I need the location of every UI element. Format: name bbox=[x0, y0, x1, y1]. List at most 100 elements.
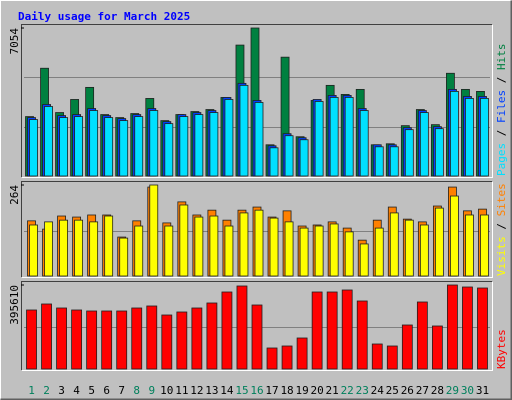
x-tick-label: 29 bbox=[446, 384, 459, 397]
chart-title: Daily usage for March 2025 bbox=[18, 10, 190, 23]
x-tick-label: 24 bbox=[371, 384, 385, 397]
bar bbox=[146, 305, 158, 370]
x-tick-label: 3 bbox=[58, 384, 65, 397]
bar bbox=[251, 304, 263, 370]
bar bbox=[224, 225, 234, 277]
x-tick-label: 27 bbox=[416, 384, 429, 397]
bar bbox=[26, 309, 37, 370]
bar bbox=[356, 300, 368, 370]
legend-entry: Pages bbox=[495, 143, 508, 176]
bar bbox=[89, 221, 99, 277]
bar bbox=[404, 129, 414, 177]
x-tick-label: 5 bbox=[88, 384, 95, 397]
bar bbox=[465, 98, 474, 177]
x-tick-label: 6 bbox=[103, 384, 110, 397]
bar bbox=[465, 214, 474, 277]
bar bbox=[374, 146, 384, 177]
bar bbox=[447, 284, 458, 370]
bar bbox=[104, 117, 114, 177]
bar bbox=[179, 116, 189, 177]
bar bbox=[239, 84, 249, 177]
bar bbox=[296, 337, 308, 370]
bar bbox=[401, 324, 413, 370]
bar bbox=[359, 110, 369, 177]
x-tick-label: 9 bbox=[148, 384, 155, 397]
legend: Visits / Sites bbox=[495, 183, 508, 276]
plot-frame-dark bbox=[21, 181, 493, 278]
legend-separator: / bbox=[495, 216, 508, 236]
bar bbox=[236, 285, 248, 370]
bar bbox=[311, 291, 323, 370]
bar bbox=[434, 207, 444, 277]
bar bbox=[74, 219, 84, 277]
bar bbox=[131, 307, 143, 370]
x-tick-label: 2 bbox=[43, 384, 50, 397]
bar bbox=[59, 219, 68, 277]
x-tick-label: 1 bbox=[28, 384, 35, 397]
bar bbox=[164, 123, 174, 177]
bar bbox=[119, 120, 129, 177]
bar bbox=[41, 303, 52, 370]
x-tick-label: 13 bbox=[205, 384, 218, 397]
bar bbox=[374, 227, 384, 277]
bar bbox=[89, 110, 99, 177]
bar bbox=[359, 243, 369, 277]
x-tick-label: 18 bbox=[280, 384, 293, 397]
bar bbox=[176, 311, 188, 370]
plot-frame-light bbox=[21, 24, 493, 178]
x-tick-label: 26 bbox=[401, 384, 414, 397]
bar bbox=[344, 231, 354, 277]
bar bbox=[419, 112, 429, 177]
legend-entry: Files bbox=[495, 90, 508, 123]
bar bbox=[371, 343, 383, 370]
bar bbox=[450, 195, 459, 277]
bar bbox=[194, 216, 204, 277]
bar bbox=[29, 224, 38, 277]
x-tick-label: 4 bbox=[73, 384, 80, 397]
bar bbox=[104, 215, 114, 277]
bar bbox=[329, 97, 339, 177]
x-tick-label: 20 bbox=[311, 384, 324, 397]
bar bbox=[269, 217, 279, 277]
bar bbox=[224, 99, 234, 177]
y-tick-label: 395610 bbox=[8, 285, 21, 325]
bar bbox=[101, 310, 113, 370]
bar bbox=[284, 221, 294, 277]
bar bbox=[191, 307, 203, 370]
x-tick-label: 25 bbox=[386, 384, 399, 397]
bar bbox=[419, 224, 429, 277]
bar bbox=[266, 347, 278, 370]
x-tick-label: 31 bbox=[476, 384, 489, 397]
bar bbox=[149, 184, 159, 277]
bar bbox=[431, 325, 443, 370]
bar bbox=[269, 147, 279, 177]
legend-entry: Sites bbox=[495, 183, 508, 216]
x-tick-label: 28 bbox=[431, 384, 444, 397]
bar bbox=[329, 223, 339, 277]
bar bbox=[480, 214, 489, 277]
bar bbox=[462, 286, 473, 370]
bar bbox=[44, 106, 53, 177]
bar bbox=[404, 219, 414, 277]
bar bbox=[59, 117, 68, 177]
bar bbox=[314, 101, 324, 177]
x-tick-label: 19 bbox=[295, 384, 308, 397]
bar bbox=[71, 309, 83, 370]
x-tick-label: 11 bbox=[175, 384, 188, 397]
bar bbox=[44, 221, 53, 277]
legend: KBytes bbox=[495, 329, 508, 369]
bar bbox=[116, 310, 128, 370]
plot-frame-dark bbox=[21, 24, 493, 178]
bar bbox=[74, 116, 84, 177]
bar bbox=[206, 302, 218, 370]
bar bbox=[161, 314, 173, 370]
legend-entry: KBytes bbox=[495, 329, 508, 369]
x-tick-label: 7 bbox=[118, 384, 125, 397]
bar bbox=[314, 225, 324, 277]
bar bbox=[209, 215, 219, 277]
bar bbox=[29, 119, 38, 177]
bar bbox=[284, 135, 294, 177]
x-tick-label: 21 bbox=[326, 384, 339, 397]
